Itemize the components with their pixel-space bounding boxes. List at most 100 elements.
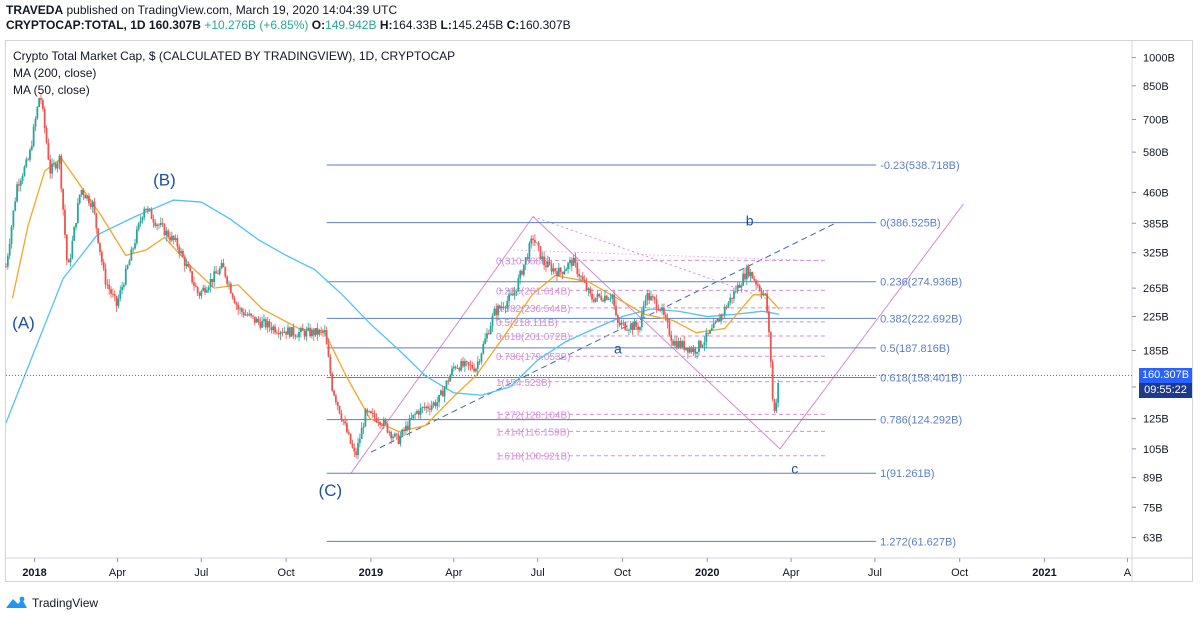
candle-body: [626, 329, 628, 331]
candle-body: [91, 201, 94, 207]
candle-body: [725, 306, 728, 308]
candle-body: [712, 323, 715, 329]
candle-body: [93, 201, 96, 214]
candle-body: [460, 361, 463, 371]
candle-body: [698, 340, 700, 352]
candle-body: [128, 260, 131, 266]
candle-body: [607, 298, 610, 300]
candle-body: [729, 297, 732, 303]
candle-body: [292, 326, 295, 336]
candle-body: [183, 256, 186, 267]
candle-body: [504, 307, 507, 309]
chart-legend: Crypto Total Market Cap, $ (CALCULATED B…: [13, 48, 455, 99]
candle-body: [239, 308, 241, 310]
candle-body: [338, 405, 341, 414]
candle-body: [434, 402, 437, 407]
fib-level-label: 0.382(222.692B): [880, 313, 962, 325]
candle-body: [465, 361, 468, 363]
candle-body: [766, 293, 769, 312]
candle-body: [522, 264, 525, 275]
candle-body: [47, 142, 50, 160]
candle-body: [67, 260, 70, 263]
trend-dashed-line: [370, 222, 837, 453]
candle-body: [318, 330, 321, 335]
x-tick-label: 2018: [22, 567, 46, 579]
candle-body: [165, 230, 168, 236]
candle-body: [589, 288, 592, 294]
candle-body: [215, 271, 217, 274]
candle-body: [552, 268, 555, 272]
candle-body: [742, 273, 745, 286]
candle-body: [480, 353, 483, 362]
candle-body: [49, 159, 52, 174]
candle-body: [150, 209, 153, 219]
candle-body: [572, 257, 575, 266]
candle-body: [189, 267, 192, 272]
candle-body: [311, 329, 313, 337]
candle-body: [312, 329, 315, 336]
candle-body: [683, 341, 686, 350]
candle-body: [8, 243, 11, 256]
fib-level-label: -0.23(538.718B): [880, 160, 960, 172]
candle-body: [615, 305, 617, 316]
candle-body: [110, 289, 112, 294]
candle-body: [565, 268, 568, 272]
candle-body: [591, 293, 593, 300]
candle-body: [510, 294, 512, 295]
candle-body: [762, 293, 765, 295]
candle-body: [379, 422, 382, 425]
candle-body: [272, 326, 275, 331]
candle-body: [508, 294, 511, 302]
candle-body: [458, 368, 461, 371]
y-tick-label: 89B: [1143, 473, 1163, 485]
candle-body: [19, 180, 22, 186]
x-tick-label: Apr: [783, 567, 800, 579]
candle-body: [642, 305, 645, 314]
candle-body: [720, 314, 722, 322]
candle-body: [119, 290, 122, 299]
candle-body: [731, 297, 733, 299]
candle-body: [751, 272, 754, 279]
fib-pink-label: 0.382(236.544B): [496, 304, 571, 315]
candle-body: [524, 257, 527, 265]
x-tick-label: Jul: [868, 567, 882, 579]
candle-body: [135, 229, 138, 244]
candle-body: [502, 306, 505, 308]
candle-body: [29, 149, 31, 160]
candle-body: [587, 288, 590, 291]
candle-body: [640, 313, 643, 328]
header-line-1: TRAVEDA published on TradingView.com, Ma…: [6, 3, 397, 18]
candle-body: [296, 336, 299, 338]
candle-body: [43, 108, 46, 128]
chart-frame: [5, 40, 1193, 582]
candle-body: [381, 424, 383, 426]
candle-body: [76, 203, 79, 223]
candle-body: [406, 425, 409, 430]
candle-body: [393, 433, 396, 437]
candle-body: [240, 308, 243, 312]
candle-body: [10, 226, 13, 244]
c-value: 160.307B: [519, 18, 571, 32]
candle-body: [25, 159, 28, 167]
candle-body: [445, 380, 448, 388]
candle-body: [412, 414, 415, 419]
pink-dotted-line: [513, 249, 823, 262]
fib-level-label: 0.618(158.401B): [880, 372, 962, 384]
candle-body: [570, 260, 573, 266]
candle-body: [578, 273, 581, 277]
candle-body: [40, 98, 42, 101]
candle-body: [62, 188, 65, 210]
candle-body: [449, 375, 452, 382]
l-value: 145.245B: [451, 18, 504, 32]
y-tick-label: 105B: [1143, 444, 1169, 456]
ma200-line: [5, 199, 780, 424]
candle-body: [443, 387, 446, 397]
candle-body: [342, 419, 345, 422]
candle-body: [38, 98, 41, 107]
candle-body: [132, 248, 135, 250]
fib-pink-label: 0(310.868B): [496, 256, 551, 267]
candle-body: [760, 290, 763, 295]
candle-body: [178, 246, 181, 254]
candle-body: [161, 223, 164, 225]
